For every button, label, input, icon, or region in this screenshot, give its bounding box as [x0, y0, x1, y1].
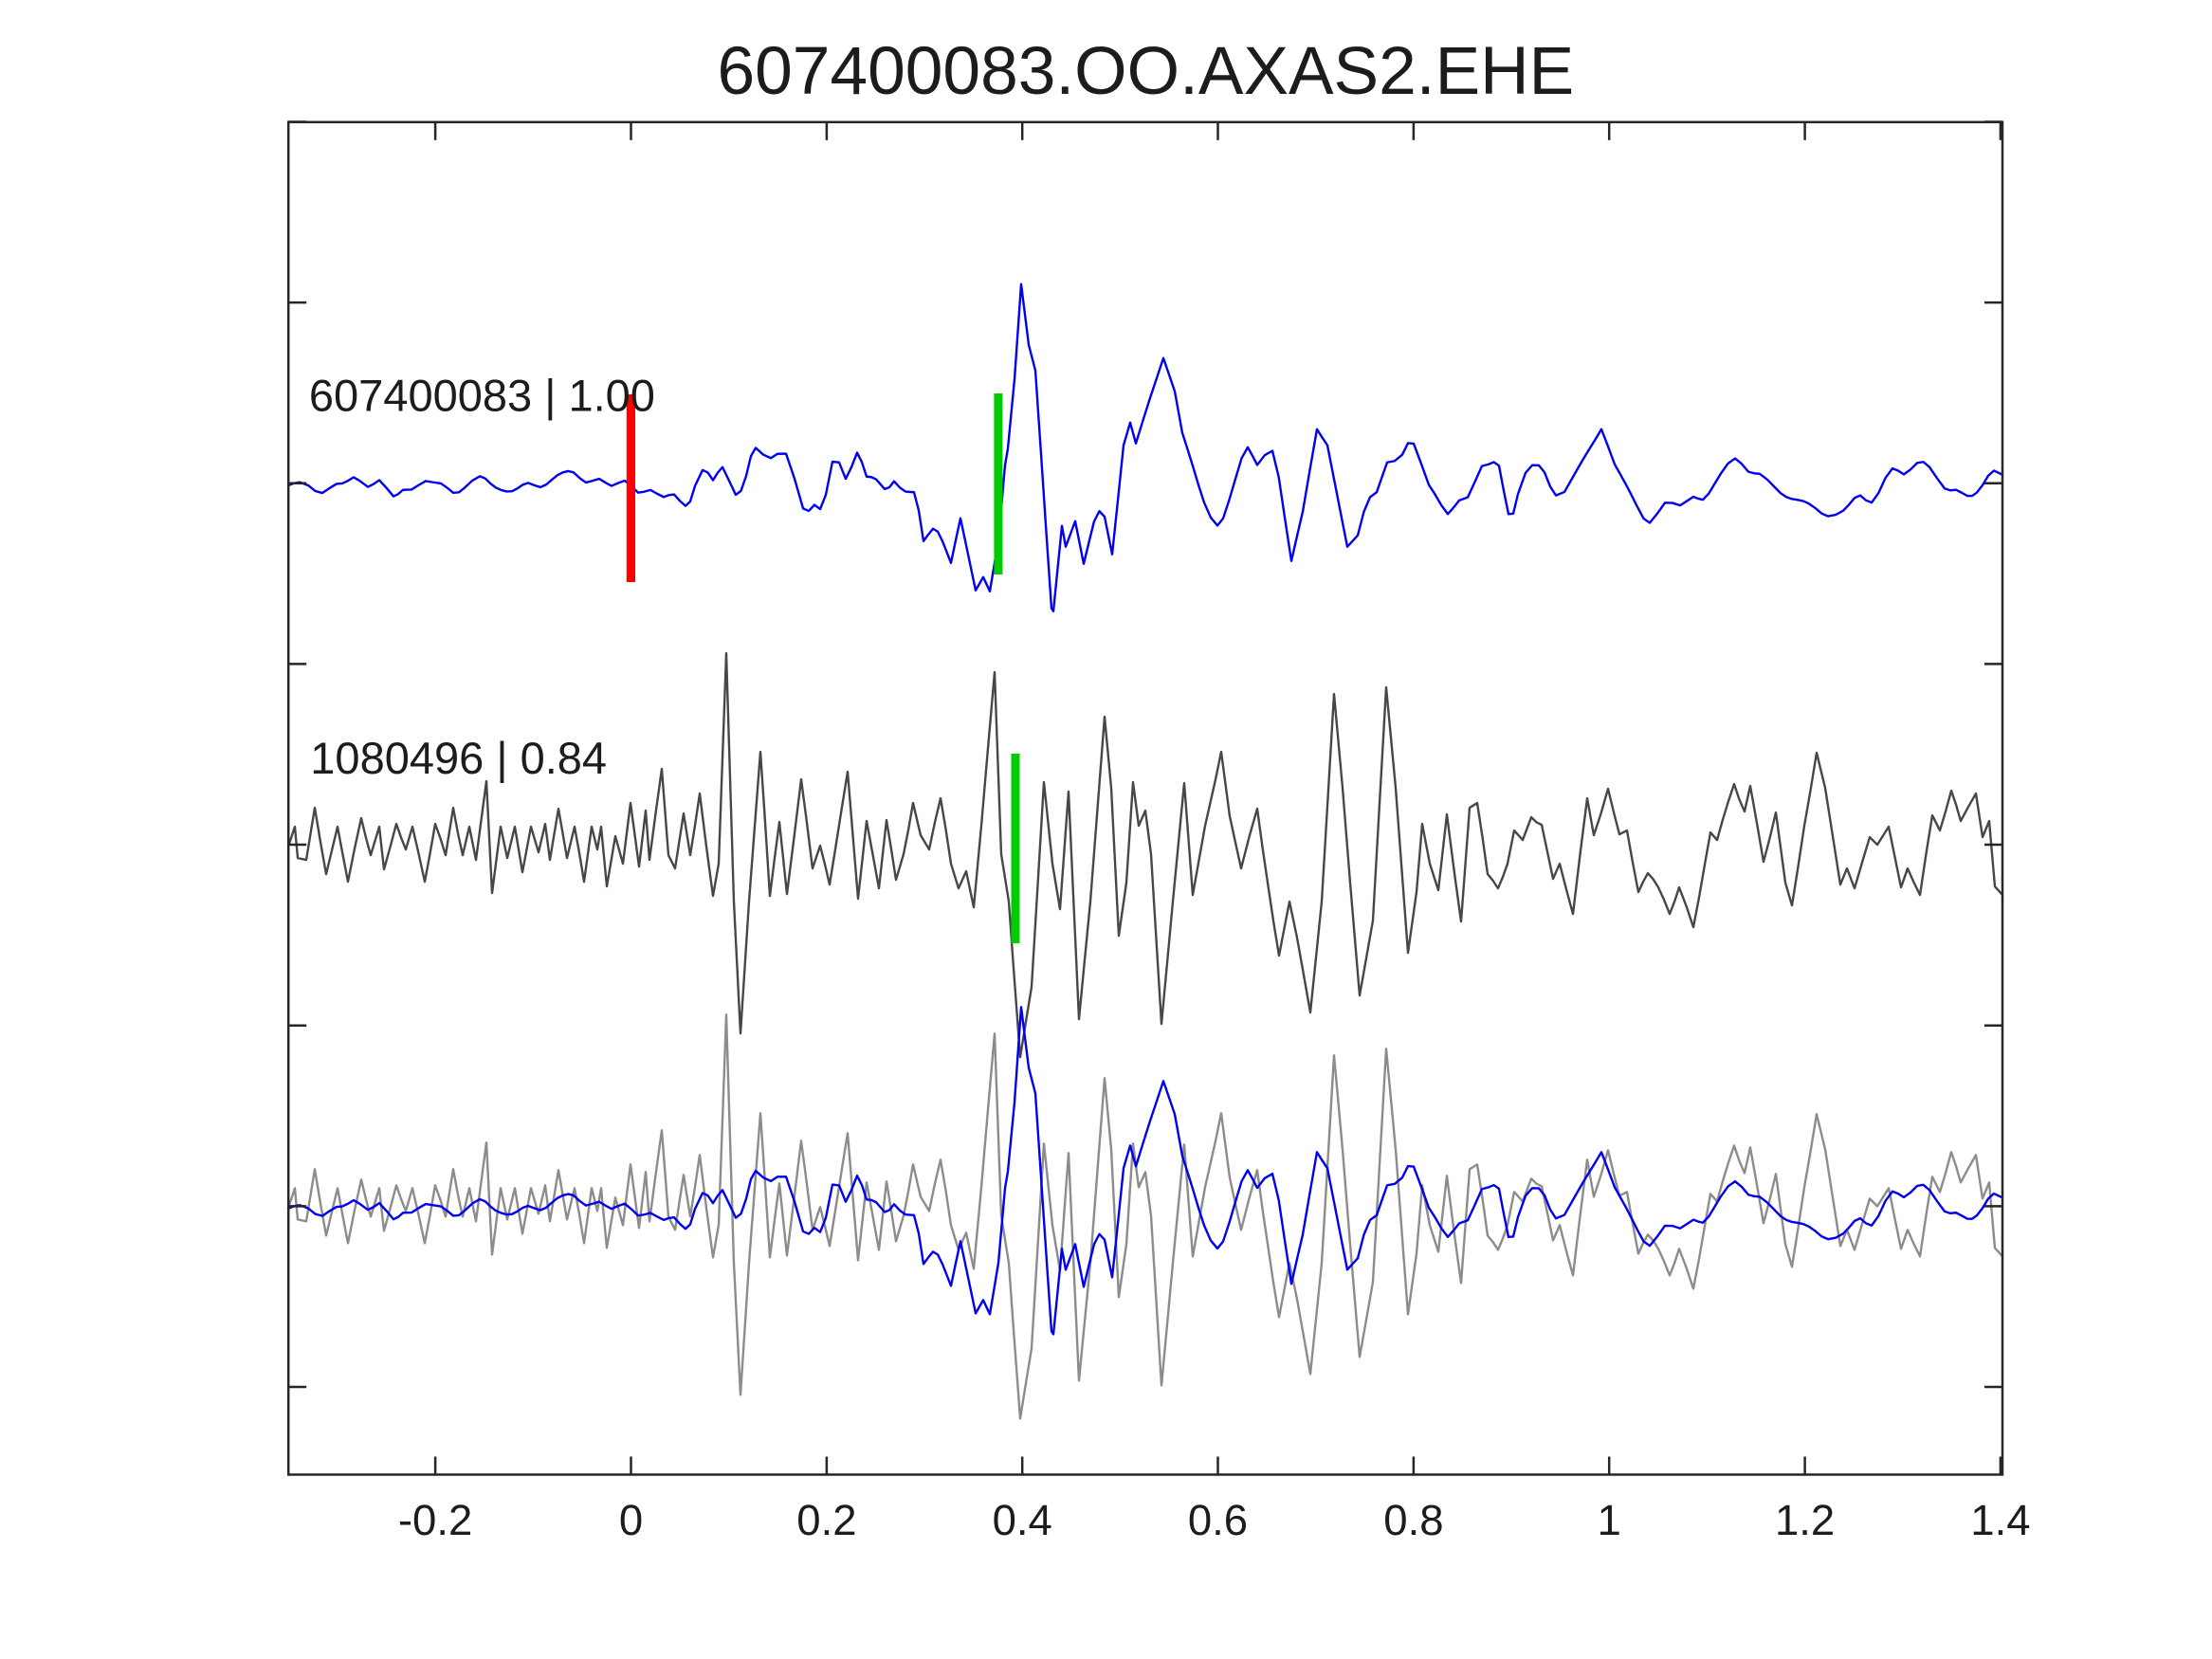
svg-text:1.4: 1.4 — [1970, 1496, 2030, 1544]
svg-text:1080496 | 0.84: 1080496 | 0.84 — [310, 733, 607, 783]
svg-text:607400083.OO.AXAS2.EHE: 607400083.OO.AXAS2.EHE — [718, 33, 1575, 109]
svg-text:0.6: 0.6 — [1188, 1496, 1248, 1544]
svg-text:1.2: 1.2 — [1775, 1496, 1835, 1544]
svg-text:0.8: 0.8 — [1383, 1496, 1443, 1544]
svg-text:1: 1 — [1598, 1496, 1621, 1544]
svg-text:-0.2: -0.2 — [398, 1496, 472, 1544]
svg-text:607400083 | 1.00: 607400083 | 1.00 — [309, 371, 655, 421]
svg-text:0.2: 0.2 — [796, 1496, 856, 1544]
svg-text:0.4: 0.4 — [993, 1496, 1052, 1544]
svg-text:0: 0 — [619, 1496, 643, 1544]
